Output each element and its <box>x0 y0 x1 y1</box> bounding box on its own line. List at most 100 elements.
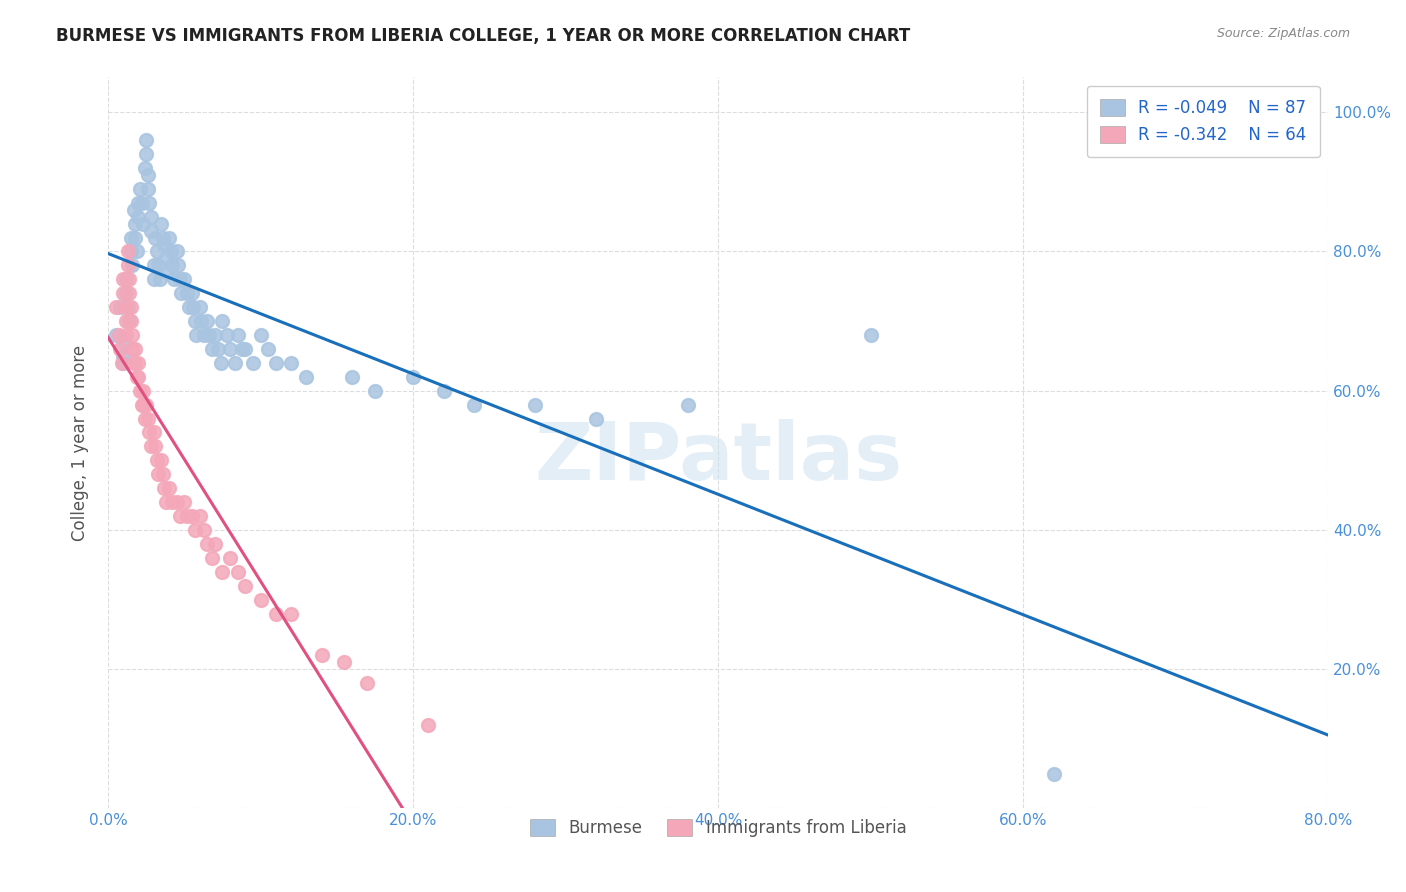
Point <box>118 286 141 301</box>
Point <box>219 550 242 565</box>
Point <box>176 509 198 524</box>
Point <box>124 342 146 356</box>
Point <box>188 509 211 524</box>
Point <box>146 244 169 259</box>
Point <box>193 523 215 537</box>
Point <box>249 328 271 343</box>
Point <box>204 328 226 343</box>
Point <box>201 342 224 356</box>
Point <box>118 272 141 286</box>
Point <box>859 328 882 343</box>
Point <box>180 509 202 524</box>
Point <box>112 334 135 349</box>
Point <box>120 244 142 259</box>
Point <box>135 147 157 161</box>
Point <box>166 244 188 259</box>
Point <box>226 328 249 343</box>
Point <box>1042 766 1064 780</box>
Point <box>201 550 224 565</box>
Point <box>125 369 148 384</box>
Point <box>143 439 166 453</box>
Point <box>139 439 162 453</box>
Point <box>128 210 150 224</box>
Point <box>112 356 135 370</box>
Point <box>104 300 127 314</box>
Point <box>142 259 165 273</box>
Point <box>107 328 129 343</box>
Point <box>159 244 181 259</box>
Point <box>186 328 208 343</box>
Point <box>264 356 287 370</box>
Point <box>136 168 159 182</box>
Point <box>146 453 169 467</box>
Point <box>149 272 172 286</box>
Point <box>121 328 143 343</box>
Point <box>264 607 287 621</box>
Point <box>432 384 454 398</box>
Point <box>152 467 174 482</box>
Point <box>155 252 177 266</box>
Point <box>356 676 378 690</box>
Point <box>117 259 139 273</box>
Point <box>135 398 157 412</box>
Point <box>128 356 150 370</box>
Point <box>148 467 170 482</box>
Point <box>142 272 165 286</box>
Point <box>280 356 302 370</box>
Point <box>177 300 200 314</box>
Point <box>148 259 170 273</box>
Point <box>193 328 215 343</box>
Point <box>195 314 218 328</box>
Point <box>195 537 218 551</box>
Point <box>120 314 142 328</box>
Point <box>162 272 184 286</box>
Point <box>156 265 179 279</box>
Point <box>209 356 232 370</box>
Point <box>139 210 162 224</box>
Point <box>143 230 166 244</box>
Point <box>132 398 155 412</box>
Point <box>122 202 145 217</box>
Point <box>153 237 176 252</box>
Point <box>124 217 146 231</box>
Text: BURMESE VS IMMIGRANTS FROM LIBERIA COLLEGE, 1 YEAR OR MORE CORRELATION CHART: BURMESE VS IMMIGRANTS FROM LIBERIA COLLE… <box>56 27 911 45</box>
Point <box>117 244 139 259</box>
Point <box>224 356 246 370</box>
Point <box>152 230 174 244</box>
Point <box>207 342 229 356</box>
Point <box>120 230 142 244</box>
Point <box>112 286 135 301</box>
Point <box>333 655 356 669</box>
Point <box>125 244 148 259</box>
Point <box>115 328 138 343</box>
Point <box>211 565 233 579</box>
Point <box>134 161 156 175</box>
Point <box>138 425 160 440</box>
Point <box>132 217 155 231</box>
Point <box>150 217 173 231</box>
Point <box>184 314 207 328</box>
Point <box>585 411 607 425</box>
Point <box>257 342 280 356</box>
Point <box>197 328 219 343</box>
Point <box>134 411 156 425</box>
Point <box>231 342 253 356</box>
Point <box>139 224 162 238</box>
Point <box>128 195 150 210</box>
Point <box>121 342 143 356</box>
Point <box>108 300 131 314</box>
Point <box>138 195 160 210</box>
Point <box>676 398 699 412</box>
Point <box>120 300 142 314</box>
Point <box>249 592 271 607</box>
Point <box>117 300 139 314</box>
Point <box>402 369 425 384</box>
Point <box>121 259 143 273</box>
Point <box>160 259 183 273</box>
Point <box>233 579 256 593</box>
Point <box>242 356 264 370</box>
Point <box>219 342 242 356</box>
Y-axis label: College, 1 year or more: College, 1 year or more <box>72 345 89 541</box>
Point <box>233 342 256 356</box>
Point <box>124 356 146 370</box>
